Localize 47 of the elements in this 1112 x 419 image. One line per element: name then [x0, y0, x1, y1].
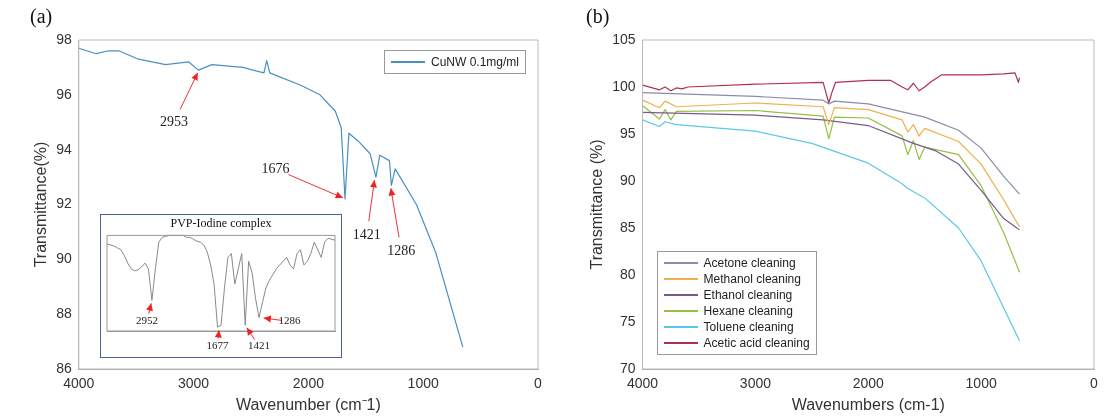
annotation: 1677	[206, 339, 230, 352]
chart-title: PVP-Iodine complex	[170, 216, 272, 231]
chart-title: (a)	[30, 5, 53, 29]
y-tick-label: 85	[619, 218, 636, 235]
annotation: 1421	[248, 339, 271, 352]
y-tick-label: 94	[56, 140, 72, 157]
y-tick-label: 92	[56, 195, 72, 212]
y-tick-label: 98	[56, 30, 72, 47]
legend-label: Methanol cleaning	[703, 271, 801, 287]
legend-label: Acetic acid cleaning	[703, 335, 810, 351]
legend-label: CuNW 0.1mg/ml	[431, 54, 520, 70]
x-tick-label: 2000	[852, 375, 885, 392]
y-tick-label: 75	[619, 312, 636, 329]
y-tick-label: 86	[56, 359, 72, 376]
annotation: 2953	[159, 113, 188, 129]
legend-label: Hexane cleaning	[703, 303, 793, 319]
legend-label: Acetone cleaning	[703, 255, 796, 271]
y-axis-title: Transmittance(%)	[32, 141, 50, 268]
y-tick-label: 90	[56, 250, 72, 267]
y-tick-label: 95	[619, 124, 636, 141]
annotation: 1286	[387, 242, 416, 258]
x-tick-label: 2000	[292, 375, 325, 392]
x-axis-title: Wavenumbers (cm-1)	[791, 395, 945, 413]
legend-label: Toluene cleaning	[703, 319, 794, 335]
y-tick-label: 70	[619, 359, 636, 376]
x-axis-title: Wavenumber (cm⁻1)	[235, 395, 381, 413]
y-tick-label: 80	[619, 265, 636, 282]
chart-title: (b)	[586, 5, 610, 29]
x-tick-label: 1000	[407, 375, 439, 392]
y-tick-label: 96	[56, 85, 72, 102]
annotation: 2952	[135, 314, 158, 327]
x-tick-label: 3000	[178, 375, 210, 392]
x-tick-label: 3000	[739, 375, 772, 392]
annotation: 1676	[261, 160, 290, 176]
annotation: 1421	[352, 226, 381, 242]
x-tick-label: 4000	[63, 375, 95, 392]
x-tick-label: 4000	[626, 375, 659, 392]
x-tick-label: 1000	[965, 375, 997, 392]
y-tick-label: 105	[612, 30, 636, 47]
legend-label: Ethanol cleaning	[703, 287, 793, 303]
y-tick-label: 90	[619, 171, 636, 188]
y-tick-label: 88	[56, 305, 72, 322]
annotation: 1286	[278, 314, 301, 327]
x-tick-label: 0	[1090, 375, 1099, 392]
x-tick-label: 0	[534, 375, 543, 392]
y-tick-label: 100	[612, 77, 636, 94]
y-axis-title: Transmittance (%)	[588, 139, 606, 270]
